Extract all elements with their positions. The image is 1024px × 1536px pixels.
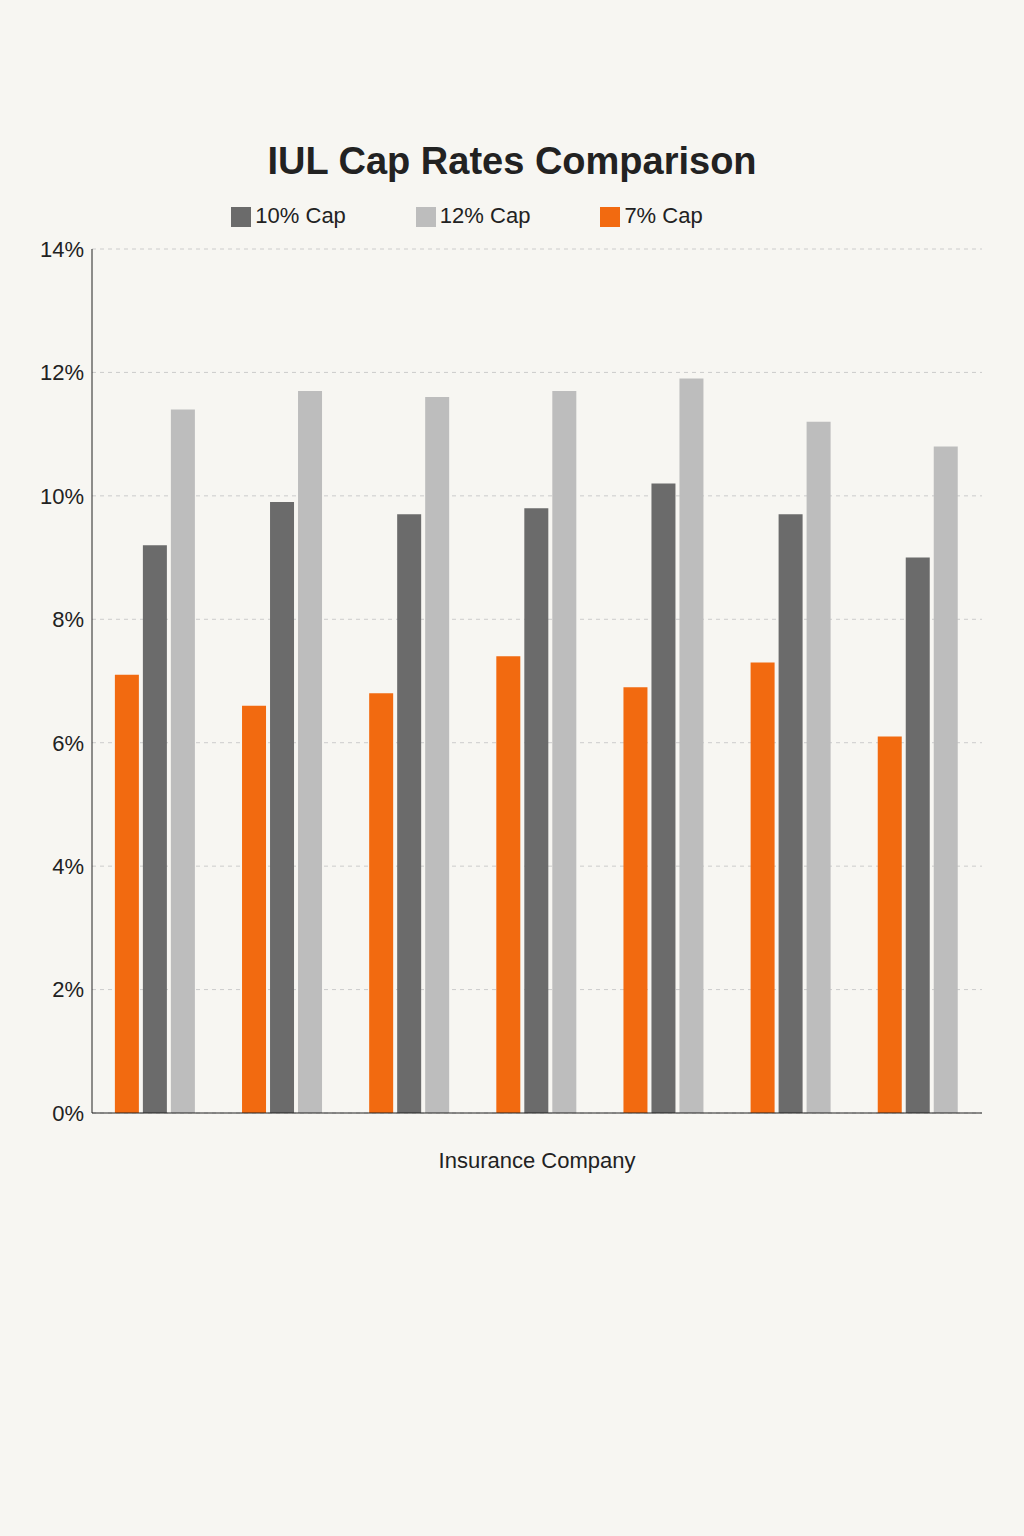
svg-text:2%: 2%	[52, 977, 84, 1002]
svg-text:14%: 14%	[40, 237, 84, 262]
svg-text:10%: 10%	[40, 484, 84, 509]
svg-text:0%: 0%	[52, 1101, 84, 1126]
svg-text:8%: 8%	[52, 607, 84, 632]
svg-text:6%: 6%	[52, 731, 84, 756]
html-text:7% Cap: 7% Cap	[624, 203, 703, 228]
svg-text:Insurance Company: Insurance Company	[439, 1148, 636, 1173]
html-text:10% Cap: 10% Cap	[255, 203, 346, 228]
svg-text:4%: 4%	[52, 854, 84, 879]
html-text:IUL Cap Rates Comparison: IUL Cap Rates Comparison	[267, 140, 757, 182]
svg-text:12%: 12%	[40, 360, 84, 385]
html-text:12% Cap: 12% Cap	[439, 203, 531, 228]
